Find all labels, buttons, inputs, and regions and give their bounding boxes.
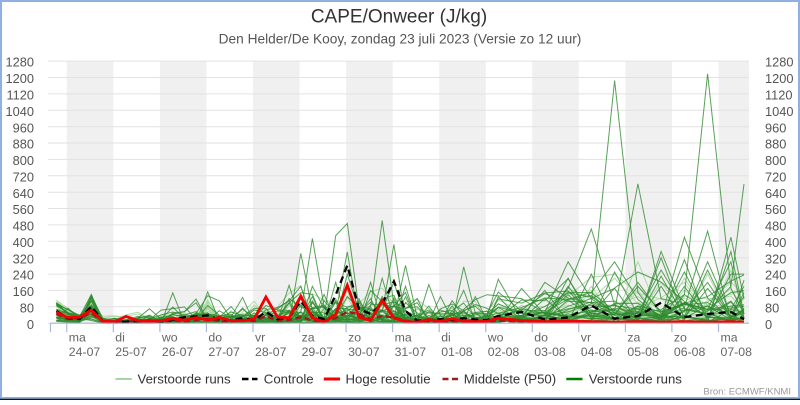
svg-text:1040: 1040: [765, 104, 793, 119]
svg-text:05-08: 05-08: [627, 345, 659, 359]
svg-text:di: di: [115, 331, 125, 345]
svg-text:za: za: [302, 331, 315, 345]
svg-text:640: 640: [13, 186, 34, 201]
svg-text:640: 640: [765, 186, 786, 201]
svg-text:800: 800: [765, 153, 786, 168]
svg-text:zo: zo: [348, 331, 361, 345]
svg-text:1040: 1040: [6, 104, 34, 119]
svg-text:1120: 1120: [765, 88, 793, 103]
svg-text:Middelste (P50): Middelste (P50): [464, 372, 556, 387]
svg-text:28-07: 28-07: [255, 345, 287, 359]
svg-text:560: 560: [765, 202, 786, 217]
svg-text:07-08: 07-08: [721, 345, 753, 359]
svg-text:320: 320: [13, 251, 34, 266]
svg-text:240: 240: [765, 268, 786, 283]
svg-text:Hoge resolutie: Hoge resolutie: [346, 372, 431, 387]
svg-text:04-08: 04-08: [581, 345, 613, 359]
svg-text:06-08: 06-08: [674, 345, 706, 359]
svg-text:ma: ma: [69, 331, 86, 345]
svg-text:960: 960: [13, 120, 34, 135]
svg-text:800: 800: [13, 153, 34, 168]
svg-text:za: za: [627, 331, 640, 345]
svg-text:do: do: [208, 331, 222, 345]
svg-text:80: 80: [20, 300, 34, 315]
svg-text:02-08: 02-08: [488, 345, 520, 359]
svg-text:Controle: Controle: [264, 372, 314, 387]
svg-text:01-08: 01-08: [441, 345, 473, 359]
svg-text:960: 960: [765, 120, 786, 135]
svg-text:do: do: [534, 331, 548, 345]
svg-text:1200: 1200: [765, 71, 793, 86]
svg-text:27-07: 27-07: [208, 345, 240, 359]
svg-text:vr: vr: [255, 331, 265, 345]
svg-text:wo: wo: [487, 331, 504, 345]
svg-text:0: 0: [27, 317, 34, 332]
svg-text:29-07: 29-07: [302, 345, 334, 359]
svg-text:160: 160: [13, 284, 34, 299]
svg-text:480: 480: [765, 219, 786, 234]
svg-text:26-07: 26-07: [162, 345, 194, 359]
svg-text:560: 560: [13, 202, 34, 217]
svg-text:Verstoorde runs: Verstoorde runs: [138, 372, 232, 387]
svg-text:Bron: ECMWF/KNMI: Bron: ECMWF/KNMI: [703, 387, 791, 398]
svg-text:0: 0: [765, 317, 772, 332]
svg-text:30-07: 30-07: [348, 345, 380, 359]
svg-text:400: 400: [13, 235, 34, 250]
svg-text:zo: zo: [674, 331, 687, 345]
svg-text:03-08: 03-08: [534, 345, 566, 359]
svg-text:880: 880: [765, 137, 786, 152]
svg-text:Den Helder/De Kooy, zondag 23: Den Helder/De Kooy, zondag 23 juli 2023 …: [219, 32, 582, 47]
svg-text:ma: ma: [395, 331, 412, 345]
svg-text:vr: vr: [581, 331, 591, 345]
svg-text:160: 160: [765, 284, 786, 299]
svg-text:di: di: [441, 331, 451, 345]
svg-text:320: 320: [765, 251, 786, 266]
svg-text:ma: ma: [721, 331, 738, 345]
svg-text:80: 80: [765, 300, 779, 315]
svg-text:720: 720: [13, 169, 34, 184]
svg-text:880: 880: [13, 137, 34, 152]
svg-text:31-07: 31-07: [395, 345, 427, 359]
svg-text:1200: 1200: [6, 71, 34, 86]
svg-text:1280: 1280: [765, 55, 793, 70]
svg-text:25-07: 25-07: [115, 345, 147, 359]
svg-text:400: 400: [765, 235, 786, 250]
svg-text:1120: 1120: [6, 88, 34, 103]
svg-text:24-07: 24-07: [69, 345, 101, 359]
svg-text:CAPE/Onweer (J/kg): CAPE/Onweer (J/kg): [311, 7, 487, 28]
svg-text:Verstoorde runs: Verstoorde runs: [589, 372, 683, 387]
svg-text:720: 720: [765, 169, 786, 184]
svg-text:wo: wo: [161, 331, 178, 345]
svg-text:240: 240: [13, 268, 34, 283]
svg-text:1280: 1280: [6, 55, 34, 70]
svg-text:480: 480: [13, 219, 34, 234]
